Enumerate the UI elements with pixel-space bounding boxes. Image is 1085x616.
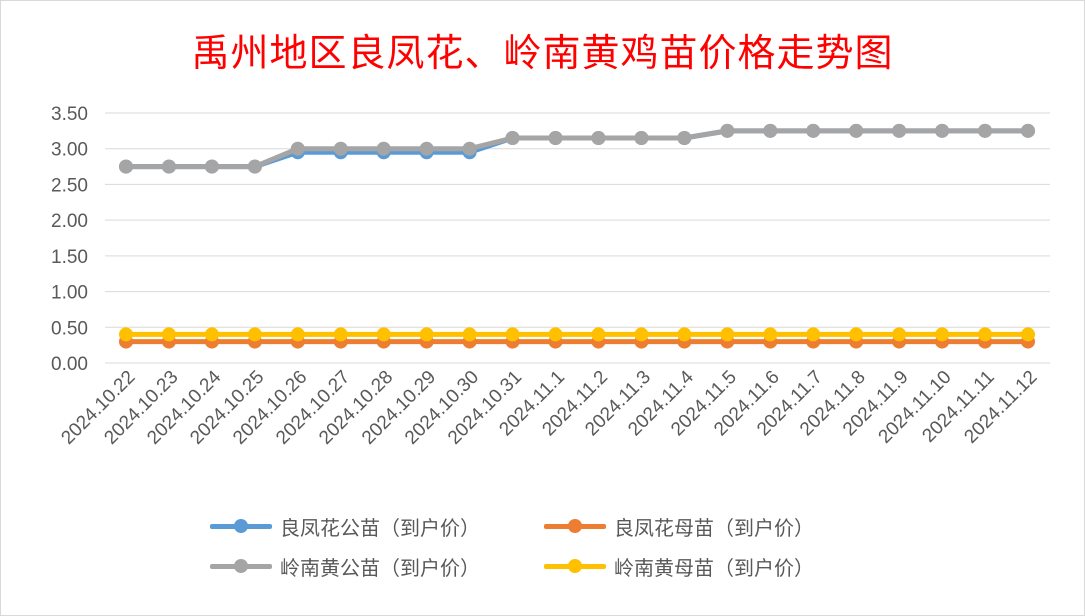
- series-2: [119, 123, 1035, 174]
- data-point: [677, 327, 692, 342]
- data-point: [204, 327, 219, 342]
- data-point: [505, 327, 520, 342]
- data-point: [419, 141, 434, 156]
- data-point: [978, 123, 993, 138]
- data-point: [763, 327, 778, 342]
- data-point: [892, 327, 907, 342]
- series-3: [119, 327, 1035, 342]
- y-axis-ticks: 0.00 0.50 1.00 1.50 2.00 2.50 3.00 3.50: [51, 104, 88, 375]
- data-point: [462, 327, 477, 342]
- y-tick-label: 0.50: [51, 318, 88, 339]
- y-tick-label: 1.00: [51, 283, 88, 304]
- data-point: [1021, 327, 1035, 342]
- data-point: [376, 141, 391, 156]
- data-point: [935, 123, 950, 138]
- data-point: [247, 327, 262, 342]
- legend: 良凤花公苗（到户价） 良凤花母苗（到户价） 岭南黄公苗（到户价） 岭南黄母苗（到户价）: [210, 514, 910, 580]
- data-point: [849, 327, 864, 342]
- legend-item: 岭南黄公苗（到户价）: [210, 554, 544, 580]
- chart-title: 禹州地区良凤花、岭南黄鸡苗价格走势图: [191, 31, 894, 75]
- data-point: [634, 327, 649, 342]
- y-tick-label: 3.00: [51, 140, 88, 161]
- data-point: [247, 159, 262, 174]
- data-point: [935, 327, 950, 342]
- data-point: [806, 327, 821, 342]
- data-point: [376, 327, 391, 342]
- data-point: [161, 159, 176, 174]
- data-point: [591, 131, 606, 145]
- data-point: [548, 327, 563, 342]
- data-point: [119, 327, 133, 342]
- legend-label: 良凤花母苗（到户价）: [614, 515, 814, 540]
- gridlines: [105, 112, 1050, 364]
- legend-label: 岭南黄母苗（到户价）: [614, 555, 814, 580]
- data-point: [290, 327, 305, 342]
- data-point: [419, 327, 434, 342]
- legend-item: 良凤花母苗（到户价）: [544, 514, 874, 540]
- data-point: [290, 141, 305, 156]
- legend-label: 岭南黄公苗（到户价）: [280, 555, 480, 580]
- data-point: [892, 123, 907, 138]
- legend-item: 良凤花公苗（到户价）: [210, 514, 544, 540]
- data-point: [634, 131, 649, 145]
- y-tick-label: 2.00: [51, 211, 88, 232]
- data-point: [505, 131, 520, 145]
- legend-swatch: [210, 558, 272, 574]
- data-point: [333, 141, 348, 156]
- data-point: [806, 123, 821, 138]
- y-tick-label: 0.00: [51, 354, 88, 375]
- data-point: [978, 327, 993, 342]
- legend-swatch: [210, 518, 272, 534]
- data-point: [720, 123, 735, 138]
- data-point: [591, 327, 606, 342]
- y-tick-label: 1.50: [51, 247, 88, 268]
- data-point: [677, 131, 692, 145]
- series-lines: [119, 123, 1035, 349]
- y-tick-label: 2.50: [51, 175, 88, 196]
- data-point: [119, 159, 133, 174]
- data-point: [1021, 123, 1035, 138]
- legend-swatch: [544, 558, 606, 574]
- data-point: [720, 327, 735, 342]
- series-line: [126, 128, 1028, 170]
- legend-swatch: [544, 518, 606, 534]
- x-axis-ticks: 2024.10.222024.10.232024.10.242024.10.25…: [57, 366, 1041, 448]
- data-point: [204, 159, 219, 174]
- data-point: [548, 131, 563, 145]
- data-point: [462, 141, 477, 156]
- data-point: [333, 327, 348, 342]
- legend-label: 良凤花公苗（到户价）: [280, 515, 480, 540]
- data-point: [161, 327, 176, 342]
- y-tick-label: 3.50: [51, 104, 88, 125]
- data-point: [849, 123, 864, 138]
- data-point: [763, 123, 778, 138]
- legend-item: 岭南黄母苗（到户价）: [544, 554, 874, 580]
